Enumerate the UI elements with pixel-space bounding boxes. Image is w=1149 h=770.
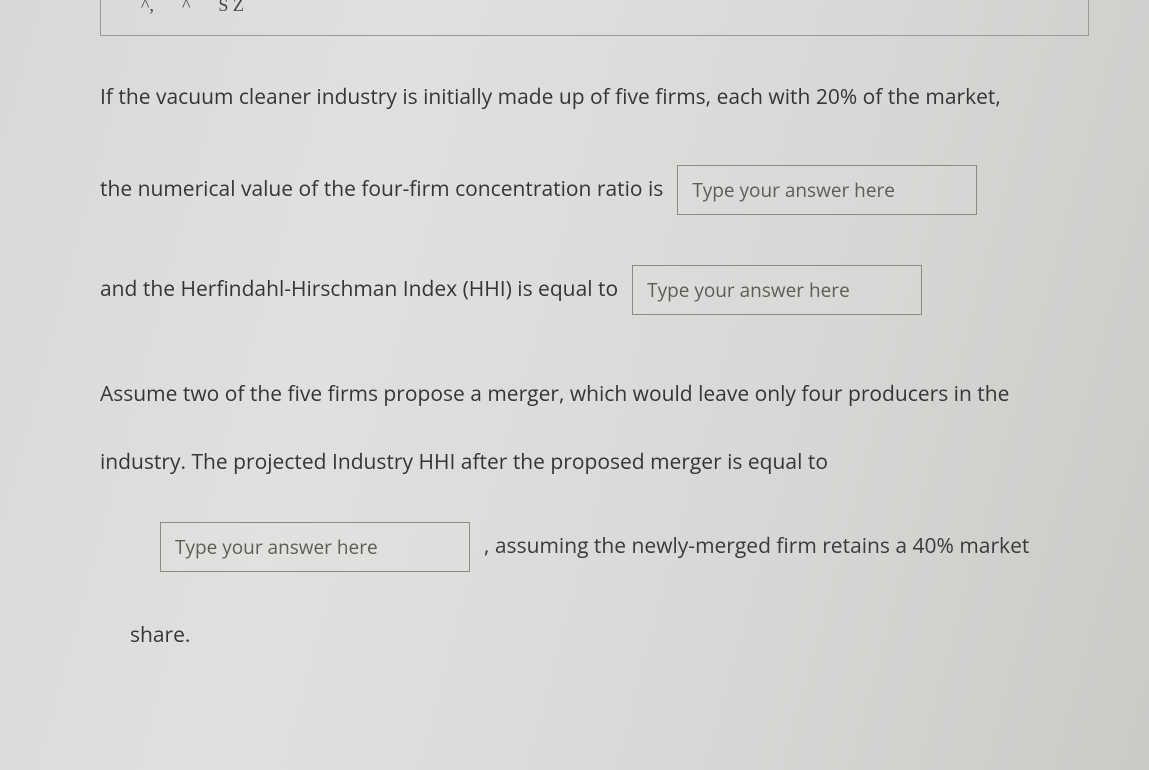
hhi-label: and the Herfindahl-Hirschman Index (HHI)… — [100, 274, 618, 306]
blank-row-3: , assuming the newly-merged firm retains… — [160, 522, 1089, 572]
final-word: share. — [130, 620, 1089, 652]
merger-trail-text: , assuming the newly-merged firm retains… — [484, 531, 1029, 563]
question-page: ^, ^ S Z If the vacuum cleaner industry … — [0, 0, 1149, 652]
merger-paragraph-line1: Assume two of the five firms propose a m… — [100, 365, 1089, 424]
projected-hhi-input[interactable] — [160, 522, 470, 572]
blank-row-2: and the Herfindahl-Hirschman Index (HHI)… — [100, 265, 1089, 315]
question-intro-text: If the vacuum cleaner industry is initia… — [100, 81, 1089, 115]
top-remnant-box: ^, ^ S Z — [100, 0, 1089, 36]
blank-row-1: the numerical value of the four-firm con… — [100, 165, 1089, 215]
merger-paragraph-line2: industry. The projected Industry HHI aft… — [100, 433, 1089, 492]
symbol-2: ^ — [182, 0, 190, 19]
symbol-1: ^, — [141, 0, 154, 19]
four-firm-ratio-label: the numerical value of the four-firm con… — [100, 174, 663, 206]
four-firm-ratio-input[interactable] — [677, 165, 977, 215]
symbol-3: S Z — [218, 0, 244, 19]
hhi-input[interactable] — [632, 265, 922, 315]
